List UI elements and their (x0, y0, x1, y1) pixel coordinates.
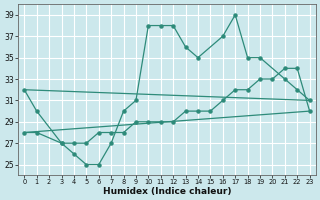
X-axis label: Humidex (Indice chaleur): Humidex (Indice chaleur) (103, 187, 231, 196)
